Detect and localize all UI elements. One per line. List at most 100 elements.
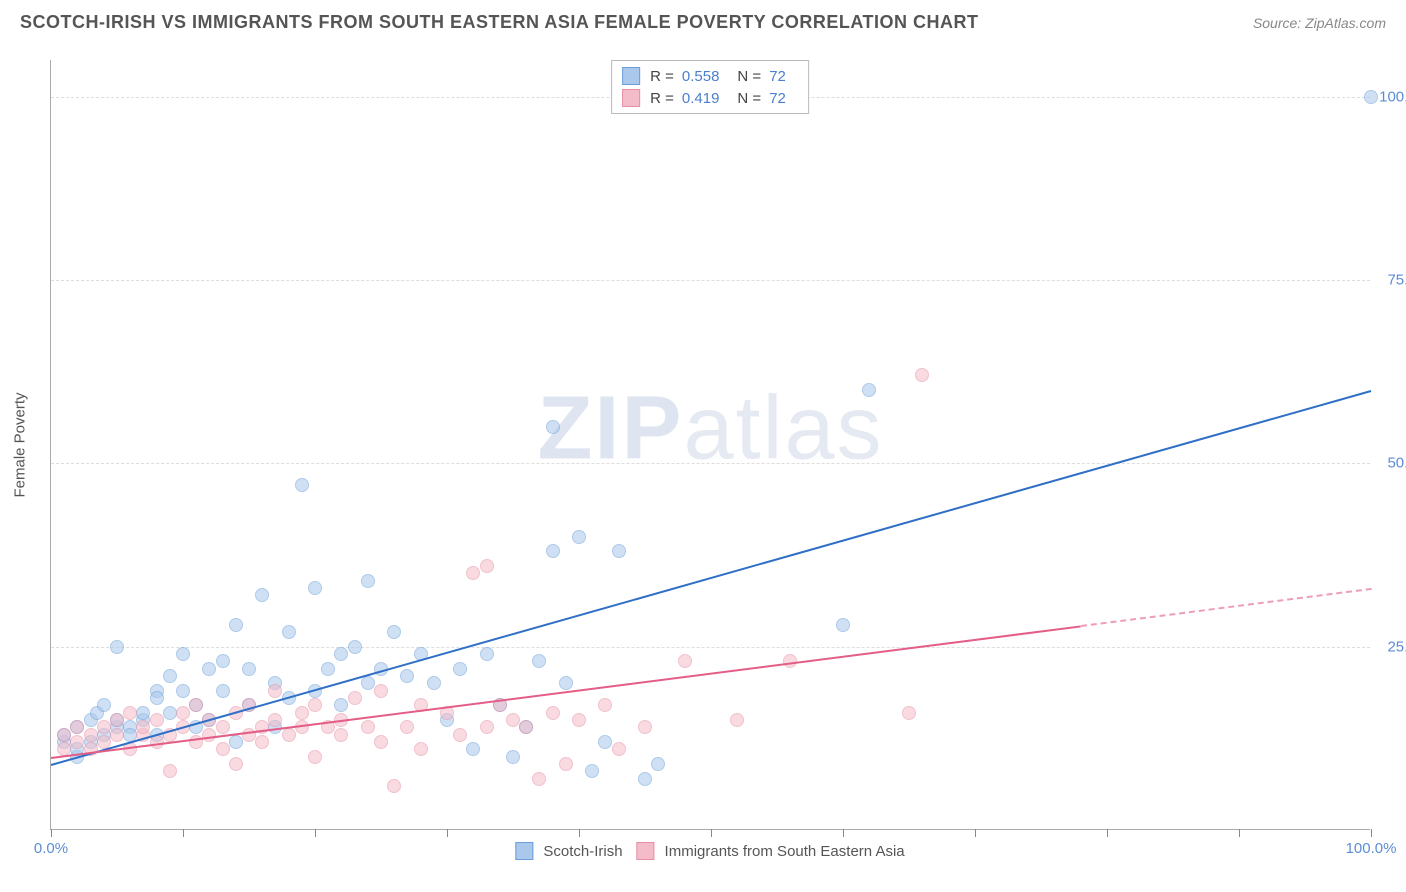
data-point — [1364, 90, 1378, 104]
data-point — [97, 698, 111, 712]
data-point — [334, 647, 348, 661]
x-tick-label: 0.0% — [34, 840, 68, 857]
data-point — [638, 720, 652, 734]
data-point — [70, 720, 84, 734]
x-tick — [1239, 829, 1240, 837]
data-point — [202, 728, 216, 742]
data-point — [268, 684, 282, 698]
data-point — [559, 757, 573, 771]
data-point — [176, 706, 190, 720]
data-point — [480, 647, 494, 661]
x-tick — [447, 829, 448, 837]
data-point — [229, 618, 243, 632]
x-tick — [183, 829, 184, 837]
data-point — [334, 728, 348, 742]
data-point — [229, 735, 243, 749]
legend-correlation: R =0.558N =72R =0.419N =72 — [611, 60, 809, 114]
data-point — [282, 728, 296, 742]
data-point — [163, 706, 177, 720]
data-point — [612, 544, 626, 558]
data-point — [453, 728, 467, 742]
data-point — [255, 735, 269, 749]
data-point — [506, 750, 520, 764]
data-point — [506, 713, 520, 727]
legend-swatch — [622, 67, 640, 85]
data-point — [348, 640, 362, 654]
data-point — [572, 713, 586, 727]
data-point — [57, 728, 71, 742]
legend-r-value: 0.558 — [682, 68, 720, 85]
legend-label: Scotch-Irish — [543, 843, 622, 860]
data-point — [308, 581, 322, 595]
data-point — [361, 676, 375, 690]
data-point — [70, 735, 84, 749]
legend-n-value: 72 — [769, 68, 786, 85]
data-point — [400, 720, 414, 734]
chart-title: SCOTCH-IRISH VS IMMIGRANTS FROM SOUTH EA… — [20, 12, 979, 33]
trend-line — [51, 625, 1081, 759]
data-point — [902, 706, 916, 720]
data-point — [374, 684, 388, 698]
data-point — [282, 625, 296, 639]
data-point — [176, 647, 190, 661]
data-point — [678, 654, 692, 668]
legend-swatch — [515, 842, 533, 860]
data-point — [400, 669, 414, 683]
plot-area: ZIPatlas 25.0%50.0%75.0%100.0%0.0%100.0% — [50, 60, 1370, 830]
data-point — [150, 713, 164, 727]
data-point — [466, 566, 480, 580]
data-point — [255, 588, 269, 602]
data-point — [730, 713, 744, 727]
data-point — [480, 559, 494, 573]
x-tick — [579, 829, 580, 837]
data-point — [163, 764, 177, 778]
legend-n-label: N = — [737, 68, 761, 85]
trend-line — [51, 390, 1372, 766]
data-point — [862, 383, 876, 397]
legend-row: R = 0.558 N = 72 — [622, 65, 798, 87]
y-tick-label: 50.0% — [1387, 455, 1406, 472]
legend-row: R =0.419N =72 — [622, 87, 798, 109]
x-tick — [1107, 829, 1108, 837]
data-point — [163, 669, 177, 683]
data-point — [453, 662, 467, 676]
data-point — [546, 420, 560, 434]
legend-swatch — [637, 842, 655, 860]
data-point — [123, 706, 137, 720]
x-tick — [843, 829, 844, 837]
x-tick — [975, 829, 976, 837]
data-point — [216, 742, 230, 756]
data-point — [110, 713, 124, 727]
data-point — [84, 728, 98, 742]
data-point — [321, 662, 335, 676]
y-axis-label: Female Poverty — [12, 392, 29, 497]
data-point — [295, 706, 309, 720]
legend-r-label: R = — [650, 90, 674, 107]
chart-header: SCOTCH-IRISH VS IMMIGRANTS FROM SOUTH EA… — [0, 0, 1406, 41]
data-point — [598, 735, 612, 749]
data-point — [361, 574, 375, 588]
data-point — [374, 735, 388, 749]
chart-source: Source: ZipAtlas.com — [1253, 15, 1386, 31]
data-point — [176, 684, 190, 698]
data-point — [242, 662, 256, 676]
y-tick-label: 25.0% — [1387, 638, 1406, 655]
data-point — [216, 720, 230, 734]
legend-series: Scotch-IrishImmigrants from South Easter… — [515, 842, 904, 860]
data-point — [585, 764, 599, 778]
legend-n-label: N = — [737, 90, 761, 107]
data-point — [150, 691, 164, 705]
data-point — [915, 368, 929, 382]
legend-r-label: R = — [650, 68, 674, 85]
legend-r-value: 0.419 — [682, 90, 720, 107]
data-point — [836, 618, 850, 632]
gridline — [51, 280, 1370, 281]
data-point — [546, 706, 560, 720]
data-point — [638, 772, 652, 786]
data-point — [387, 779, 401, 793]
legend-item: Scotch-Irish — [515, 842, 622, 860]
y-tick-label: 100.0% — [1379, 88, 1406, 105]
data-point — [295, 478, 309, 492]
gridline — [51, 647, 1370, 648]
x-tick — [51, 829, 52, 837]
